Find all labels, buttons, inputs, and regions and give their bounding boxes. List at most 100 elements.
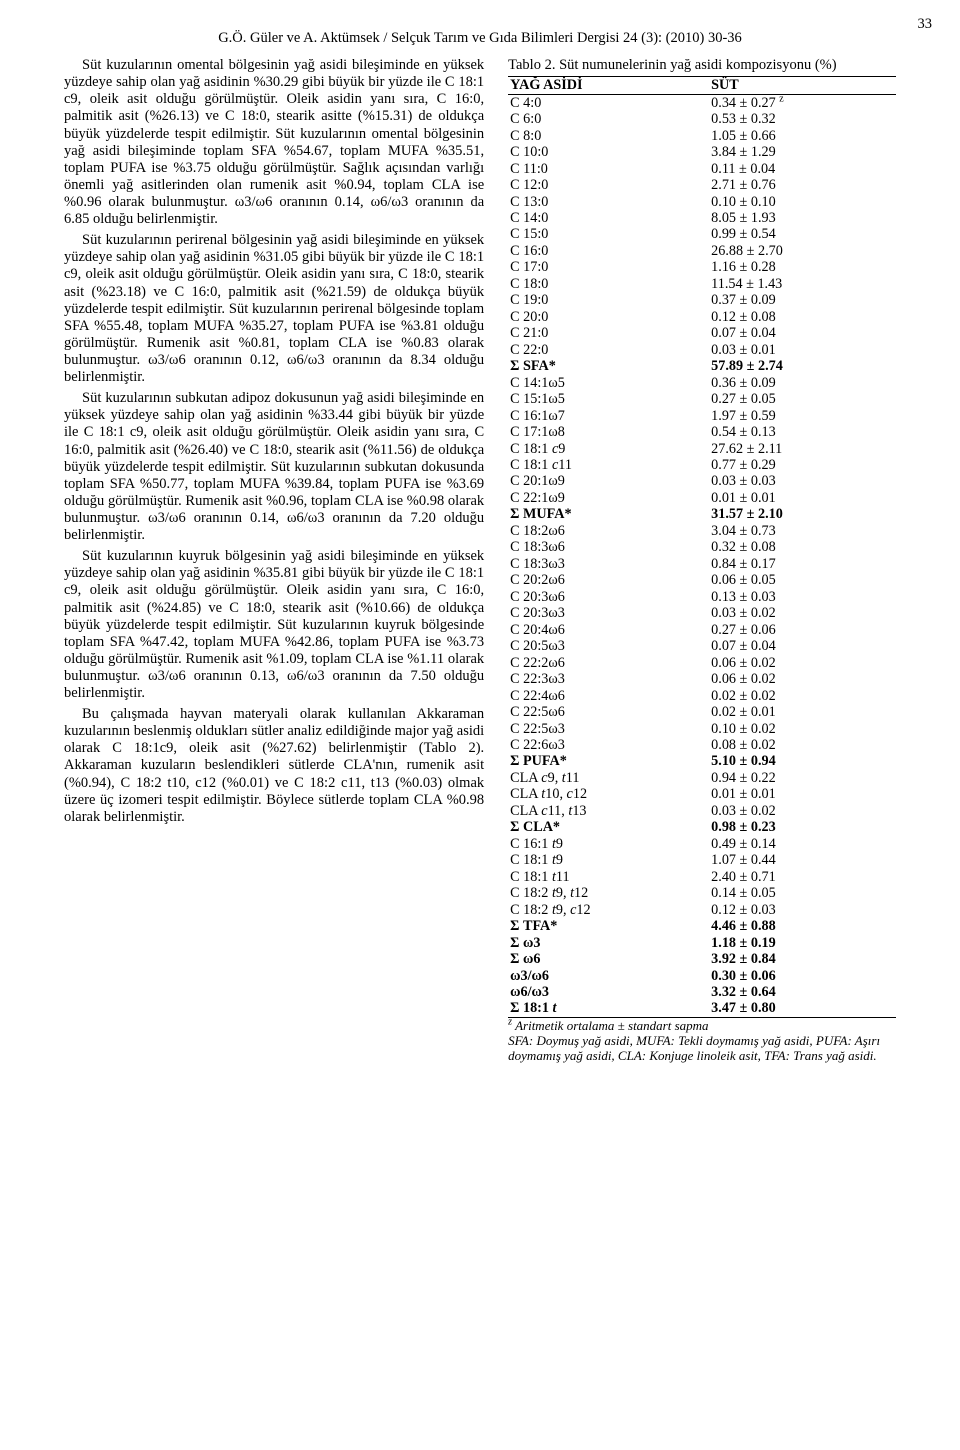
table-cell-value: 0.32 ± 0.08	[693, 539, 896, 555]
table-cell-label: Σ TFA*	[508, 918, 693, 934]
table-cell-value: 1.16 ± 0.28	[693, 259, 896, 275]
table-row: C 16:1 t90.49 ± 0.14	[508, 836, 896, 852]
table-header-cell: YAĞ ASİDİ	[508, 77, 693, 94]
footnote-text: Aritmetik ortalama ± standart sapma	[515, 1018, 708, 1033]
table-cell-value: 0.36 ± 0.09	[693, 375, 896, 391]
table-row: CLA t10, c120.01 ± 0.01	[508, 786, 896, 802]
table-row: C 22:4ω60.02 ± 0.02	[508, 688, 896, 704]
table-cell-label: CLA t10, c12	[508, 786, 693, 802]
table-cell-value: 57.89 ± 2.74	[693, 358, 896, 374]
table-cell-label: C 22:1ω9	[508, 490, 693, 506]
table-cell-value: 3.92 ± 0.84	[693, 951, 896, 967]
table-cell-label: C 21:0	[508, 325, 693, 341]
table-cell-label: C 18:1 c11	[508, 457, 693, 473]
paragraph-text: Bu çalışmada hayvan materyali olarak kul…	[64, 706, 484, 825]
table-cell-label: C 20:5ω3	[508, 638, 693, 654]
table-cell-value: 0.94 ± 0.22	[693, 770, 896, 786]
table-row: C 20:3ω30.03 ± 0.02	[508, 605, 896, 621]
table-row: C 8:01.05 ± 0.66	[508, 128, 896, 144]
table-cell-value: 0.34 ± 0.27 z	[693, 94, 896, 111]
table-cell-label: C 12:0	[508, 177, 693, 193]
table-row: C 18:1 c927.62 ± 2.11	[508, 441, 896, 457]
table-cell-value: 1.05 ± 0.66	[693, 128, 896, 144]
table-cell-value: 0.53 ± 0.32	[693, 111, 896, 127]
table-row: C 4:00.34 ± 0.27 z	[508, 94, 896, 111]
table-cell-label: ω6/ω3	[508, 984, 693, 1000]
table-cell-value: 27.62 ± 2.11	[693, 441, 896, 457]
table-cell-value: 2.71 ± 0.76	[693, 177, 896, 193]
table-cell-value: 0.02 ± 0.02	[693, 688, 896, 704]
table-row: C 11:00.11 ± 0.04	[508, 161, 896, 177]
table-row: C 21:00.07 ± 0.04	[508, 325, 896, 341]
table-cell-value: 3.47 ± 0.80	[693, 1000, 896, 1017]
table-row: C 17:1ω80.54 ± 0.13	[508, 424, 896, 440]
table-row: C 13:00.10 ± 0.10	[508, 194, 896, 210]
table-cell-label: C 18:1 t11	[508, 869, 693, 885]
table-cell-label: C 13:0	[508, 194, 693, 210]
table-row: C 16:026.88 ± 2.70	[508, 243, 896, 259]
table-row: C 18:1 c110.77 ± 0.29	[508, 457, 896, 473]
table-row: C 20:2ω60.06 ± 0.05	[508, 572, 896, 588]
table-cell-label: C 22:3ω3	[508, 671, 693, 687]
table-row: C 15:00.99 ± 0.54	[508, 226, 896, 242]
table-cell-label: Σ MUFA*	[508, 506, 693, 522]
table-cell-value: 3.32 ± 0.64	[693, 984, 896, 1000]
table-cell-value: 0.06 ± 0.05	[693, 572, 896, 588]
table-cell-label: C 15:0	[508, 226, 693, 242]
table-row: C 19:00.37 ± 0.09	[508, 292, 896, 308]
table-body: C 4:00.34 ± 0.27 zC 6:00.53 ± 0.32C 8:01…	[508, 94, 896, 1017]
header-text: G.Ö. Güler ve A. Aktümsek / Selçuk Tarım…	[218, 30, 742, 46]
table-row: CLA c9, t110.94 ± 0.22	[508, 770, 896, 786]
table-cell-label: C 20:4ω6	[508, 622, 693, 638]
table-cell-label: C 22:0	[508, 342, 693, 358]
table-cell-value: 0.11 ± 0.04	[693, 161, 896, 177]
table-cell-value: 0.03 ± 0.03	[693, 473, 896, 489]
table-cell-value: 11.54 ± 1.43	[693, 276, 896, 292]
table-cell-label: C 14:1ω5	[508, 375, 693, 391]
table-cell-label: C 18:2 t9, t12	[508, 885, 693, 901]
running-header: G.Ö. Güler ve A. Aktümsek / Selçuk Tarım…	[64, 30, 896, 47]
table-cell-label: C 18:3ω6	[508, 539, 693, 555]
table-cell-value: 0.03 ± 0.02	[693, 803, 896, 819]
table-cell-value: 0.27 ± 0.05	[693, 391, 896, 407]
table-cell-label: C 18:0	[508, 276, 693, 292]
table-cell-label: Σ CLA*	[508, 819, 693, 835]
table-cell-value: 1.07 ± 0.44	[693, 852, 896, 868]
table-row: Σ CLA*0.98 ± 0.23	[508, 819, 896, 835]
paragraph: Bu çalışmada hayvan materyali olarak kul…	[64, 706, 484, 826]
table-cell-value: 0.13 ± 0.03	[693, 589, 896, 605]
table-row: Σ ω63.92 ± 0.84	[508, 951, 896, 967]
table-cell-value: 0.06 ± 0.02	[693, 655, 896, 671]
table-row: C 22:3ω30.06 ± 0.02	[508, 671, 896, 687]
table-cell-label: C 22:6ω3	[508, 737, 693, 753]
table-row: C 16:1ω71.97 ± 0.59	[508, 408, 896, 424]
table-cell-label: C 17:1ω8	[508, 424, 693, 440]
table-row: Σ TFA*4.46 ± 0.88	[508, 918, 896, 934]
table-caption: Tablo 2. Süt numunelerinin yağ asidi kom…	[508, 57, 896, 74]
table-cell-label: C 19:0	[508, 292, 693, 308]
table-cell-value: 2.40 ± 0.71	[693, 869, 896, 885]
table-cell-label: C 17:0	[508, 259, 693, 275]
table-cell-value: 1.97 ± 0.59	[693, 408, 896, 424]
table-row: C 22:1ω90.01 ± 0.01	[508, 490, 896, 506]
table-cell-value: 0.12 ± 0.08	[693, 309, 896, 325]
table-cell-label: C 18:2ω6	[508, 523, 693, 539]
table-footnote: z Aritmetik ortalama ± standart sapma SF…	[508, 1019, 896, 1064]
table-cell-value: 0.01 ± 0.01	[693, 490, 896, 506]
table-row: C 18:1 t112.40 ± 0.71	[508, 869, 896, 885]
paragraph: Süt kuzularının perirenal bölgesinin yağ…	[64, 232, 484, 386]
page-number: 33	[918, 16, 933, 33]
table-cell-value: 0.98 ± 0.23	[693, 819, 896, 835]
table-row: C 10:03.84 ± 1.29	[508, 144, 896, 160]
table-cell-value: 0.37 ± 0.09	[693, 292, 896, 308]
table-cell-label: C 6:0	[508, 111, 693, 127]
table-cell-value: 0.14 ± 0.05	[693, 885, 896, 901]
table-cell-value: 5.10 ± 0.94	[693, 753, 896, 769]
table-cell-value: 0.06 ± 0.02	[693, 671, 896, 687]
body-text-column: Süt kuzularının omental bölgesinin yağ a…	[64, 57, 484, 1064]
table-row: C 18:2 t9, c120.12 ± 0.03	[508, 902, 896, 918]
table-cell-label: Σ SFA*	[508, 358, 693, 374]
table-cell-value: 8.05 ± 1.93	[693, 210, 896, 226]
fatty-acid-table: YAĞ ASİDİ SÜT C 4:00.34 ± 0.27 zC 6:00.5…	[508, 76, 896, 1018]
table-header-cell: SÜT	[693, 77, 896, 94]
